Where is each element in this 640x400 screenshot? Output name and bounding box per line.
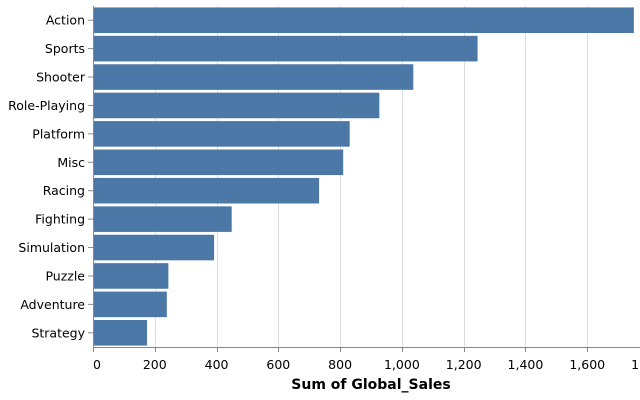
y-tick-label: Role-Playing [8, 98, 85, 113]
x-tick-label: 200 [143, 357, 167, 372]
bar-adventure [93, 291, 167, 318]
x-tick-label: 1,800 [631, 357, 640, 372]
x-tick-label: 1,200 [446, 357, 482, 372]
bars [93, 7, 634, 346]
bar-simulation [93, 234, 215, 261]
bar-shooter [93, 64, 414, 90]
y-tick-label: Misc [57, 155, 85, 170]
x-axis-title: Sum of Global_Sales [291, 377, 450, 393]
bar-racing [93, 177, 320, 204]
x-axis: 0 200 400 600 800 1,000 1,200 1,400 1,600 1,800 [93, 347, 640, 372]
y-axis: Action Sports Shooter Role-Playing Platform M… [8, 6, 94, 347]
x-tick-label: 600 [266, 357, 290, 372]
x-tick-label: 400 [205, 357, 229, 372]
gridlines [155, 6, 588, 347]
x-tick-label: 1,600 [569, 357, 605, 372]
bar-role-playing [93, 92, 380, 119]
bar-sports [93, 35, 478, 62]
bar-action [93, 7, 634, 33]
y-tick-label: Fighting [35, 212, 85, 227]
x-tick-label: 1,000 [384, 357, 420, 372]
y-tick-label: Racing [43, 183, 85, 198]
bar-platform [93, 121, 350, 147]
bar-strategy [93, 320, 148, 346]
bar-puzzle [93, 263, 169, 289]
y-tick-label: Sports [45, 41, 85, 56]
y-tick-label: Shooter [36, 70, 86, 85]
bar-misc [93, 149, 344, 176]
y-tick-label: Puzzle [45, 268, 85, 283]
y-tick-label: Adventure [20, 297, 85, 312]
y-tick-label: Simulation [18, 240, 85, 255]
y-tick-label: Action [46, 13, 85, 28]
y-tick-label: Platform [32, 126, 85, 141]
bar-fighting [93, 206, 232, 232]
x-tick-label: 1,400 [508, 357, 544, 372]
x-tick-label: 800 [328, 357, 352, 372]
x-tick-label: 0 [93, 357, 101, 372]
y-tick-label: Strategy [31, 325, 85, 340]
